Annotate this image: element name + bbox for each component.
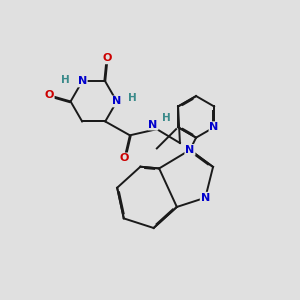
Text: N: N [209, 122, 219, 132]
Text: H: H [61, 75, 70, 85]
Text: O: O [103, 53, 112, 63]
Text: H: H [128, 93, 136, 103]
Text: O: O [44, 90, 54, 100]
Text: H: H [163, 112, 171, 123]
Text: N: N [112, 97, 122, 106]
Text: O: O [120, 153, 129, 164]
Text: N: N [201, 193, 210, 203]
Text: N: N [148, 119, 158, 130]
Text: N: N [77, 76, 87, 86]
Text: N: N [185, 145, 195, 155]
